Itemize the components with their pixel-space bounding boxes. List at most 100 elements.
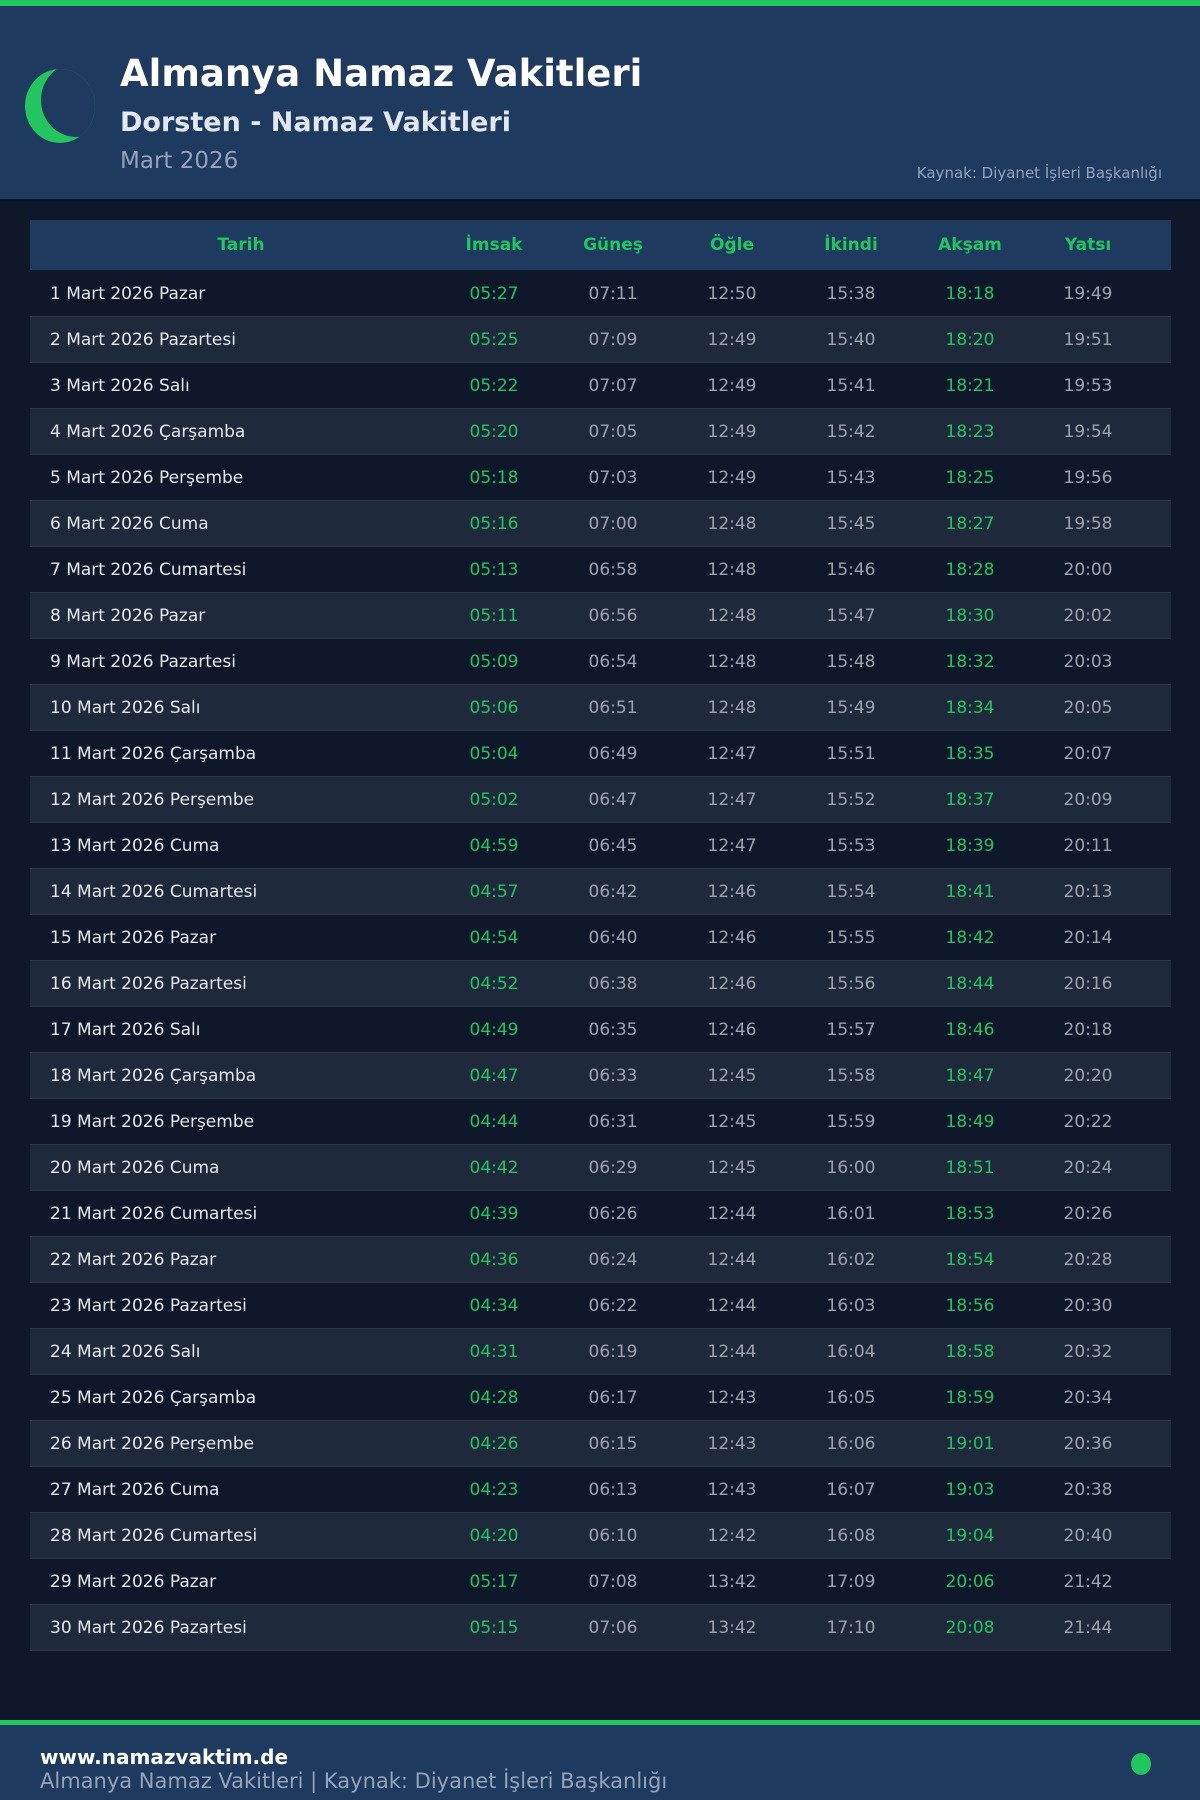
- cell-ogle: 12:44: [707, 1296, 757, 1316]
- cell-ikindi: 15:43: [826, 468, 876, 488]
- cell-date: 29 Mart 2026 Pazar: [50, 1572, 217, 1592]
- cell-aksam: 18:28: [945, 560, 995, 580]
- page-header: Almanya Namaz Vakitleri Dorsten - Namaz …: [0, 6, 1200, 201]
- cell-aksam: 18:41: [945, 882, 995, 902]
- cell-imsak: 04:20: [469, 1526, 519, 1546]
- cell-ogle: 12:46: [707, 1020, 757, 1040]
- table-row: 19 Mart 2026 Perşembe 04:44 06:31 12:45 15:5…: [30, 1099, 1171, 1145]
- month-label: Mart 2026: [120, 148, 239, 174]
- cell-imsak: 04:34: [469, 1296, 519, 1316]
- cell-ogle: 12:46: [707, 974, 757, 994]
- cell-gunes: 07:00: [588, 514, 638, 534]
- cell-ikindi: 16:03: [826, 1296, 876, 1316]
- cell-date: 12 Mart 2026 Perşembe: [50, 790, 255, 810]
- cell-ogle: 12:48: [707, 514, 757, 534]
- cell-yatsi: 20:20: [1063, 1066, 1113, 1086]
- footer-site: www.namazvaktim.de: [40, 1745, 289, 1769]
- cell-gunes: 07:09: [588, 330, 638, 350]
- status-dot-icon: [1131, 1753, 1151, 1775]
- cell-ogle: 12:48: [707, 606, 757, 626]
- column-header-gunes: Güneş: [583, 235, 643, 255]
- cell-aksam: 18:51: [945, 1158, 995, 1178]
- cell-ikindi: 16:02: [826, 1250, 876, 1270]
- cell-ikindi: 16:01: [826, 1204, 876, 1224]
- table-row: 4 Mart 2026 Çarşamba 05:20 07:05 12:49 15:42…: [30, 409, 1171, 455]
- cell-yatsi: 19:54: [1063, 422, 1113, 442]
- cell-imsak: 04:36: [469, 1250, 519, 1270]
- cell-imsak: 04:54: [469, 928, 519, 948]
- table-row: 26 Mart 2026 Perşembe 04:26 06:15 12:43 16:0…: [30, 1421, 1171, 1467]
- cell-gunes: 06:49: [588, 744, 638, 764]
- cell-imsak: 04:31: [469, 1342, 519, 1362]
- cell-date: 28 Mart 2026 Cumartesi: [50, 1526, 258, 1546]
- cell-yatsi: 20:32: [1063, 1342, 1113, 1362]
- table-row: 30 Mart 2026 Pazartesi 05:15 07:06 13:42 17:…: [30, 1605, 1171, 1651]
- cell-imsak: 05:16: [469, 514, 519, 534]
- cell-ikindi: 16:00: [826, 1158, 876, 1178]
- cell-date: 19 Mart 2026 Perşembe: [50, 1112, 255, 1132]
- cell-ikindi: 15:58: [826, 1066, 876, 1086]
- table-row: 20 Mart 2026 Cuma 04:42 06:29 12:45 16:00 18:…: [30, 1145, 1171, 1191]
- table-row: 7 Mart 2026 Cumartesi 05:13 06:58 12:48 15:4…: [30, 547, 1171, 593]
- cell-yatsi: 20:30: [1063, 1296, 1113, 1316]
- cell-aksam: 18:39: [945, 836, 995, 856]
- cell-date: 14 Mart 2026 Cumartesi: [50, 882, 258, 902]
- cell-aksam: 18:44: [945, 974, 995, 994]
- cell-date: 23 Mart 2026 Pazartesi: [50, 1296, 247, 1316]
- cell-ikindi: 16:05: [826, 1388, 876, 1408]
- cell-ikindi: 15:51: [826, 744, 876, 764]
- cell-ikindi: 15:57: [826, 1020, 876, 1040]
- cell-gunes: 06:26: [588, 1204, 638, 1224]
- cell-date: 1 Mart 2026 Pazar: [50, 284, 206, 304]
- column-header-ogle: Öğle: [710, 235, 754, 255]
- cell-date: 22 Mart 2026 Pazar: [50, 1250, 217, 1270]
- cell-imsak: 04:49: [469, 1020, 519, 1040]
- cell-imsak: 04:59: [469, 836, 519, 856]
- cell-date: 13 Mart 2026 Cuma: [50, 836, 220, 856]
- column-header-aksam: Akşam: [938, 235, 1002, 255]
- table-row: 12 Mart 2026 Perşembe 05:02 06:47 12:47 15:5…: [30, 777, 1171, 823]
- cell-ikindi: 15:54: [826, 882, 876, 902]
- table-row: 23 Mart 2026 Pazartesi 04:34 06:22 12:44 16:…: [30, 1283, 1171, 1329]
- cell-aksam: 19:01: [945, 1434, 995, 1454]
- cell-yatsi: 20:14: [1063, 928, 1113, 948]
- cell-gunes: 07:08: [588, 1572, 638, 1592]
- cell-date: 11 Mart 2026 Çarşamba: [50, 744, 257, 764]
- column-header-ikindi: İkindi: [824, 235, 878, 255]
- cell-ogle: 12:48: [707, 698, 757, 718]
- cell-ikindi: 15:48: [826, 652, 876, 672]
- cell-gunes: 06:22: [588, 1296, 638, 1316]
- cell-imsak: 04:44: [469, 1112, 519, 1132]
- cell-date: 16 Mart 2026 Pazartesi: [50, 974, 247, 994]
- cell-imsak: 05:13: [469, 560, 519, 580]
- top-accent-bar: [0, 0, 1200, 6]
- cell-ogle: 12:48: [707, 652, 757, 672]
- cell-date: 6 Mart 2026 Cuma: [50, 514, 209, 534]
- cell-ikindi: 15:40: [826, 330, 876, 350]
- cell-ogle: 12:47: [707, 744, 757, 764]
- cell-ikindi: 15:38: [826, 284, 876, 304]
- cell-date: 9 Mart 2026 Pazartesi: [50, 652, 236, 672]
- cell-imsak: 04:23: [469, 1480, 519, 1500]
- cell-ogle: 12:49: [707, 468, 757, 488]
- cell-gunes: 07:05: [588, 422, 638, 442]
- cell-yatsi: 20:28: [1063, 1250, 1113, 1270]
- cell-aksam: 18:37: [945, 790, 995, 810]
- cell-ikindi: 15:45: [826, 514, 876, 534]
- cell-ikindi: 15:53: [826, 836, 876, 856]
- cell-aksam: 18:53: [945, 1204, 995, 1224]
- table-row: 8 Mart 2026 Pazar 05:11 06:56 12:48 15:47 18:…: [30, 593, 1171, 639]
- cell-gunes: 07:11: [588, 284, 638, 304]
- table-row: 27 Mart 2026 Cuma 04:23 06:13 12:43 16:07 19:…: [30, 1467, 1171, 1513]
- cell-yatsi: 20:18: [1063, 1020, 1113, 1040]
- cell-aksam: 18:23: [945, 422, 995, 442]
- column-header-imsak: İmsak: [465, 235, 523, 255]
- page-title: Almanya Namaz Vakitleri: [120, 52, 643, 95]
- cell-yatsi: 20:16: [1063, 974, 1113, 994]
- cell-gunes: 06:10: [588, 1526, 638, 1546]
- cell-aksam: 18:58: [945, 1342, 995, 1362]
- cell-imsak: 05:06: [469, 698, 519, 718]
- cell-yatsi: 20:02: [1063, 606, 1113, 626]
- cell-aksam: 18:56: [945, 1296, 995, 1316]
- cell-ogle: 12:45: [707, 1112, 757, 1132]
